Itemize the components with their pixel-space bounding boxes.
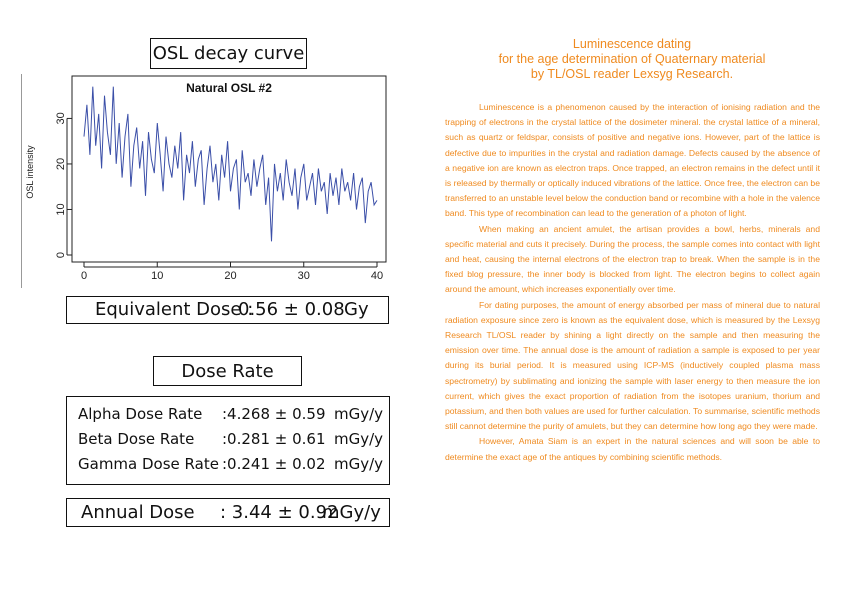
annual-dose-box: Annual Dose : 3.44 ± 0.92 mGy/y <box>66 498 390 527</box>
annual-dose-label: Annual Dose <box>81 502 195 523</box>
document-heading: Luminescence dating for the age determin… <box>440 37 824 82</box>
beta-dose-label: Beta Dose Rate <box>78 430 195 448</box>
y-axis-label: OSL intensity <box>25 145 35 199</box>
body-paragraph: For dating purposes, the amount of energ… <box>445 299 820 432</box>
body-paragraph: However, Amata Siam is an expert in the … <box>445 436 820 462</box>
annual-dose-unit: mGy/y <box>322 502 381 523</box>
gamma-dose-unit: mGy/y <box>334 455 384 473</box>
annual-dose-value: : 3.44 ± 0.92 <box>220 502 339 523</box>
body-paragraph: Luminescence is a phenomenon caused by t… <box>445 102 820 219</box>
left-divider <box>21 74 22 288</box>
document-body: Luminescence is a phenomenon caused by t… <box>445 100 820 465</box>
equivalent-dose-label: Equivalent Dose : <box>95 299 254 320</box>
x-tick-label: 40 <box>371 270 383 282</box>
dose-rate-title: Dose Rate <box>153 356 302 386</box>
heading-line: for the age determination of Quaternary … <box>498 52 766 66</box>
y-tick-label: 0 <box>55 252 67 258</box>
osl-curve-title: OSL decay curve <box>150 38 307 69</box>
x-tick-label: 10 <box>151 270 163 282</box>
dose-rates-box: Alpha Dose Rate :4.268 ± 0.59 mGy/y Beta… <box>66 396 390 485</box>
alpha-dose-value: :4.268 ± 0.59 <box>222 405 326 423</box>
beta-dose-value: :0.281 ± 0.61 <box>222 430 326 448</box>
heading-line: Luminescence dating <box>572 37 692 51</box>
osl-decay-series-line <box>83 86 378 242</box>
dose-rate-title-text: Dose Rate <box>181 360 274 382</box>
equivalent-dose-value: 0.56 ± 0.08 <box>238 299 345 320</box>
y-tick-label: 30 <box>55 112 67 124</box>
alpha-dose-unit: mGy/y <box>334 405 384 423</box>
x-tick-label: 20 <box>224 270 236 282</box>
osl-curve-title-text: OSL decay curve <box>152 43 305 64</box>
beta-dose-unit: mGy/y <box>334 430 384 448</box>
alpha-dose-label: Alpha Dose Rate <box>78 405 203 423</box>
x-tick-label: 0 <box>81 270 87 282</box>
osl-decay-chart: Natural OSL #2 0 10 20 30 40 0 10 20 30 OSL intens… <box>25 75 387 282</box>
plot-frame <box>71 75 387 263</box>
y-tick-label: 20 <box>55 158 67 170</box>
y-tick-label: 10 <box>55 203 67 215</box>
x-tick-label: 30 <box>298 270 310 282</box>
equivalent-dose-unit: Gy <box>344 299 369 320</box>
gamma-dose-value: :0.241 ± 0.02 <box>222 455 326 473</box>
equivalent-dose-box: Equivalent Dose : 0.56 ± 0.08 Gy <box>66 296 389 324</box>
chart-title: Natural OSL #2 <box>186 81 272 95</box>
heading-line: by TL/OSL reader Lexsyg Research. <box>530 67 734 81</box>
body-paragraph: When making an ancient amulet, the artis… <box>445 223 820 295</box>
gamma-dose-label: Gamma Dose Rate <box>78 455 219 473</box>
